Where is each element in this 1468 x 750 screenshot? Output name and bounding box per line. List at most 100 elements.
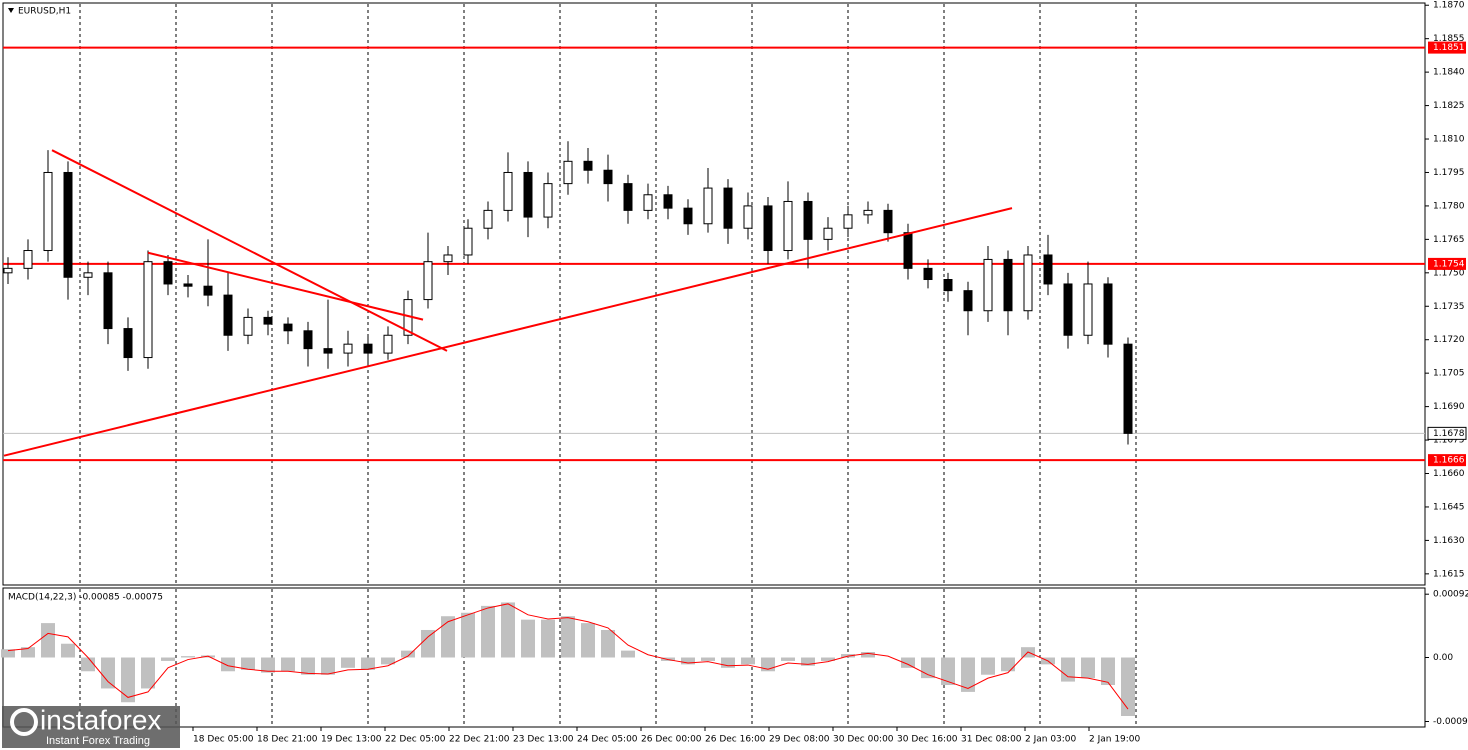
macd-bar [361,657,375,670]
candle-body [923,267,933,281]
candle-body [863,209,873,216]
trend-line [51,149,448,352]
candle-body [3,267,13,274]
macd-bar [61,643,75,658]
macd-bar [101,657,115,689]
y-tick-label: 1.1660 [1433,469,1465,479]
macd-bar [781,657,795,661]
macd-bar [581,623,595,658]
x-tick-label: 26 Dec 16:00 [705,735,766,745]
candle-body [583,160,593,171]
macd-bar [281,657,295,672]
candle-body [1003,258,1013,312]
candle-body [323,348,333,354]
candle-body [963,290,973,312]
macd-bar [41,623,55,658]
x-tick-label: 30 Dec 00:00 [833,735,894,745]
y-tick-label: 1.1840 [1433,68,1465,78]
candle-body [43,171,53,252]
macd-bar [141,657,155,689]
x-tick-label: 29 Dec 08:00 [769,735,830,745]
macd-bar [241,657,255,670]
candle-body [243,316,253,336]
candle-body [1043,254,1053,285]
y-tick-label: 1.1630 [1433,536,1465,546]
macd-bar [861,651,875,658]
macd-bar [1,649,15,658]
main-panel [2,2,1426,586]
macd-bar [561,616,575,658]
candle-body [383,334,393,354]
candle-body [183,283,193,287]
brand-name: instaforex [40,704,161,735]
macd-bar [681,657,695,665]
y-tick-label: 1.1870 [1433,1,1465,11]
x-tick-label: 2 Jan 19:00 [1089,735,1141,745]
macd-bar [441,616,455,658]
candle-body [843,214,853,229]
macd-bar [621,650,635,658]
macd-bar [1101,657,1115,686]
candle-body [463,227,473,256]
macd-bar [481,605,495,658]
macd-bar [741,657,755,665]
macd-bar [261,657,275,673]
candle-body [1023,254,1033,312]
candle-body [563,160,573,185]
candle-body [623,183,633,211]
candle-body [943,279,953,292]
macd-bar [541,619,555,658]
y-tick-label: 1.1780 [1433,201,1465,211]
level-label-box [1428,454,1466,467]
x-tick-label: 30 Dec 16:00 [897,735,958,745]
candle-body [23,250,33,269]
chart-title: EURUSD,H1 [18,7,71,17]
candle-body [363,343,373,354]
y-tick-label: 1.1705 [1433,369,1465,379]
candle-body [643,194,653,211]
candle-body [443,254,453,263]
macd-bar [421,629,435,658]
vertical-grid [79,4,1137,726]
current-price-box [1427,426,1467,440]
macd-bar [901,657,915,668]
macd-bar [221,657,235,672]
candle-body [883,209,893,234]
level-label: 1.1666 [1433,456,1465,466]
candle-body [203,285,213,296]
y-tick-label: -0.00093 [1433,717,1468,727]
y-tick-label: 1.1810 [1433,135,1465,145]
x-tick-label: 18 Dec 05:00 [193,735,254,745]
y-tick-label: 1.1690 [1433,402,1465,412]
y-tick-label: 1.1645 [1433,502,1465,512]
y-tick-label: 0.00092 [1433,590,1468,600]
trend-line [3,207,1013,457]
signal-line [7,603,1129,710]
macd-bar [521,619,535,658]
candle-body [1083,283,1093,336]
candle-body [1123,343,1133,434]
y-tick-label: 1.1855 [1433,34,1465,44]
candle-body [803,200,813,240]
macd-bar [121,657,135,703]
macd-bar [21,647,35,658]
macd-bar [601,629,615,658]
candle-body [83,272,93,278]
candle-body [603,169,613,185]
candle-body [743,205,753,229]
candle-body [223,294,233,336]
macd-bar [321,657,335,675]
candle-body [63,171,73,278]
macd-bar [701,657,715,661]
candle-body [663,194,673,209]
y-tick-label: 0.00 [1433,653,1453,663]
candle-body [683,207,693,225]
y-tick-label: 1.1765 [1433,235,1465,245]
x-tick-label: 22 Dec 21:00 [449,735,510,745]
level-label-box [1428,41,1466,54]
candle-body [723,187,733,229]
x-tick-label: 19 Dec 13:00 [321,735,382,745]
candle-body [103,272,113,330]
watermark: instaforex Instant Forex Trading [2,704,180,748]
